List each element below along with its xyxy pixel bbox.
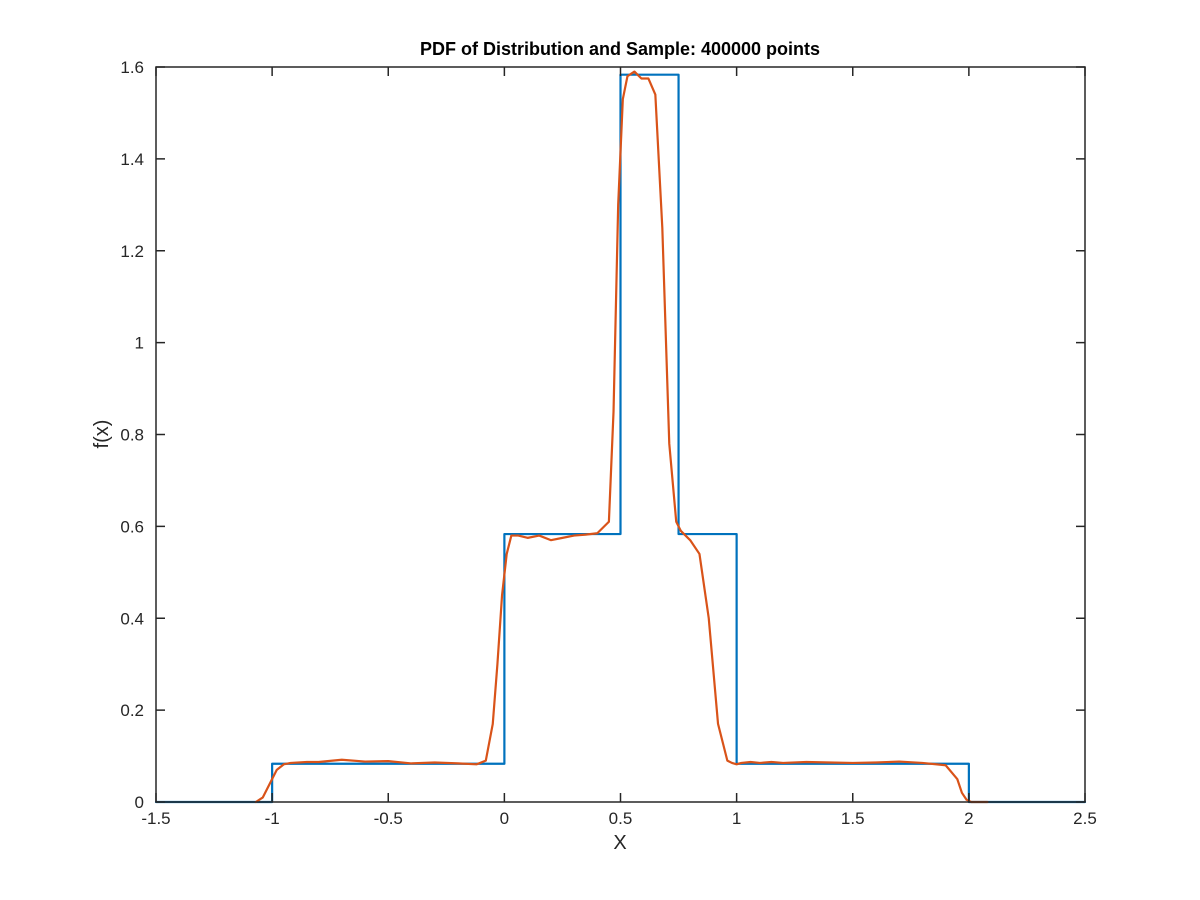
x-tick-label: 2.5 (1073, 809, 1097, 828)
y-tick-label: 1.2 (120, 242, 144, 261)
y-tick-label: 1.4 (120, 150, 144, 169)
x-tick-label: -1.5 (141, 809, 170, 828)
x-tick-label: 2 (964, 809, 973, 828)
series-line-2 (254, 70, 989, 804)
y-tick-label: 0.6 (120, 517, 144, 536)
y-axis-label: f(x) (91, 420, 113, 449)
y-tick-label: 1 (135, 334, 144, 353)
y-tick-label: 0.4 (120, 609, 144, 628)
x-tick-label: 0.5 (609, 809, 633, 828)
x-tick-label: -1 (265, 809, 280, 828)
tick-layer: -1.5 -1 -0.5 0 0.5 1 1.5 2 2.5 0 0.2 0.4 0.6 0.8 1 1.2 1… (120, 58, 1096, 828)
y-tick-label: 0 (135, 793, 144, 812)
axes-box (155, 66, 1086, 803)
x-tick-label: 1.5 (841, 809, 865, 828)
y-tick-label: 0.8 (120, 426, 144, 445)
chart-title: PDF of Distribution and Sample: 400000 p… (420, 39, 820, 59)
series-layer (154, 70, 1087, 804)
y-tick-label: 1.6 (120, 58, 144, 77)
x-tick-label: -0.5 (374, 809, 403, 828)
x-tick-label: 1 (732, 809, 741, 828)
x-tick-label: 0 (500, 809, 509, 828)
y-tick-label: 0.2 (120, 701, 144, 720)
x-axis-label: X (613, 832, 626, 854)
